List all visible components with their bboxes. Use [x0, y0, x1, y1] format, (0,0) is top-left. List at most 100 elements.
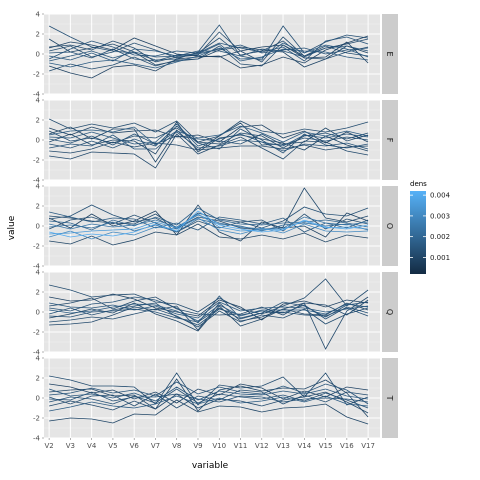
series-line [49, 223, 369, 246]
legend-title: dens [410, 180, 427, 188]
y-tick-label: 2 [36, 375, 40, 383]
y-tick-label: -2 [33, 157, 40, 165]
y-tick-label: 0 [36, 223, 40, 231]
series-lines [48, 187, 369, 246]
y-tick-label: -2 [33, 243, 40, 251]
x-tick-label: V11 [234, 442, 248, 450]
facet-panel-F: -4 -2 0 2 4 F [33, 97, 398, 185]
x-tick-label: V5 [108, 442, 117, 450]
series-line [48, 37, 369, 64]
facet-panels: -4 -2 0 2 4 E -4 -2 0 2 4 F -4 -2 0 2 4 O -4 -2 0 2 4 Q -4 -2 0 2 4 T [33, 11, 398, 443]
facet-strip-label: F [385, 138, 394, 143]
y-tick-label: 0 [36, 309, 40, 317]
x-tick-label: V7 [151, 442, 160, 450]
series-lines [48, 118, 369, 169]
x-tick-label: V10 [212, 442, 226, 450]
x-tick-label: V12 [255, 442, 269, 450]
series-line [49, 303, 369, 322]
series-line [49, 45, 369, 62]
x-axis-title: variable [192, 461, 229, 471]
colour-legend: dens 0.001 0.002 0.003 0.004 [410, 180, 451, 274]
series-line [48, 213, 369, 233]
x-tick-label: V2 [45, 442, 54, 450]
series-line [48, 36, 369, 62]
series-line [49, 391, 369, 403]
y-tick-label: -4 [33, 263, 41, 271]
x-tick-label: V17 [361, 442, 375, 450]
series-line [49, 131, 369, 152]
series-line [49, 307, 369, 323]
series-line [49, 214, 369, 230]
series-line [49, 123, 369, 147]
y-axis-title: value [7, 215, 17, 240]
x-tick-label: V8 [172, 442, 181, 450]
y-tick-label: -4 [33, 435, 41, 443]
legend-tick-label: 0.001 [430, 254, 450, 262]
series-line [48, 386, 369, 402]
facet-strip-label: E [385, 51, 394, 56]
facet-panel-O: -4 -2 0 2 4 O [33, 183, 398, 271]
x-tick-label: V15 [319, 442, 333, 450]
series-line [49, 31, 369, 63]
series-lines [48, 278, 369, 350]
series-line [49, 213, 369, 235]
series-line [49, 391, 369, 414]
facet-strip-label: O [385, 223, 394, 229]
y-tick-label: 0 [36, 395, 40, 403]
y-tick-label: 0 [36, 51, 40, 59]
series-line [48, 121, 369, 155]
y-tick-label: 2 [36, 117, 40, 125]
series-line [49, 42, 369, 69]
x-tick-label: V6 [130, 442, 140, 450]
series-line [49, 204, 369, 230]
series-line [49, 388, 369, 409]
series-line [49, 307, 369, 328]
series-line [48, 38, 369, 68]
y-tick-label: 4 [36, 11, 41, 19]
series-line [49, 141, 369, 154]
facet-strip [382, 186, 398, 266]
legend-tick-label: 0.002 [430, 233, 450, 241]
y-tick-label: -4 [33, 177, 41, 185]
x-tick-label: V9 [193, 442, 202, 450]
facet-strip-label: T [385, 395, 394, 401]
x-tick-label: V3 [66, 442, 75, 450]
facet-strip [382, 14, 398, 94]
series-line [49, 383, 369, 404]
y-tick-label: 4 [36, 183, 41, 191]
x-tick-label: V14 [297, 442, 311, 450]
y-tick-label: 2 [36, 289, 40, 297]
facet-strip [382, 272, 398, 352]
y-tick-label: -4 [33, 349, 41, 357]
facet-panel-Q: -4 -2 0 2 4 Q [33, 269, 398, 357]
y-tick-label: -2 [33, 415, 40, 423]
series-lines [48, 372, 369, 425]
facet-panel-E: -4 -2 0 2 4 E [33, 11, 398, 99]
series-line [49, 278, 369, 315]
series-line [48, 217, 369, 240]
legend-tick-label: 0.003 [430, 212, 450, 220]
series-line [49, 395, 369, 412]
y-tick-label: 4 [36, 97, 41, 105]
legend-colourbar [410, 191, 426, 274]
x-tick-label: V4 [87, 442, 97, 450]
series-line [49, 372, 369, 406]
series-line [49, 133, 369, 169]
series-line [49, 210, 369, 238]
series-line [48, 118, 369, 143]
y-tick-label: -2 [33, 329, 40, 337]
y-tick-label: 0 [36, 137, 40, 145]
y-tick-label: 2 [36, 203, 40, 211]
x-tick-label: V13 [276, 442, 290, 450]
x-axis: V2 V3 V4 V5 V6 V7 V8 V9 V10 V11 V12 V13 V14 V15 V16 V17 [45, 438, 375, 450]
series-line [49, 301, 369, 319]
legend-tick-label: 0.004 [430, 192, 451, 200]
series-line [49, 381, 369, 405]
y-tick-label: -4 [33, 91, 41, 99]
series-line [49, 43, 369, 62]
facet-strip-label: Q [385, 309, 394, 315]
series-line [49, 399, 369, 425]
series-lines [48, 24, 369, 79]
series-line [48, 124, 369, 144]
